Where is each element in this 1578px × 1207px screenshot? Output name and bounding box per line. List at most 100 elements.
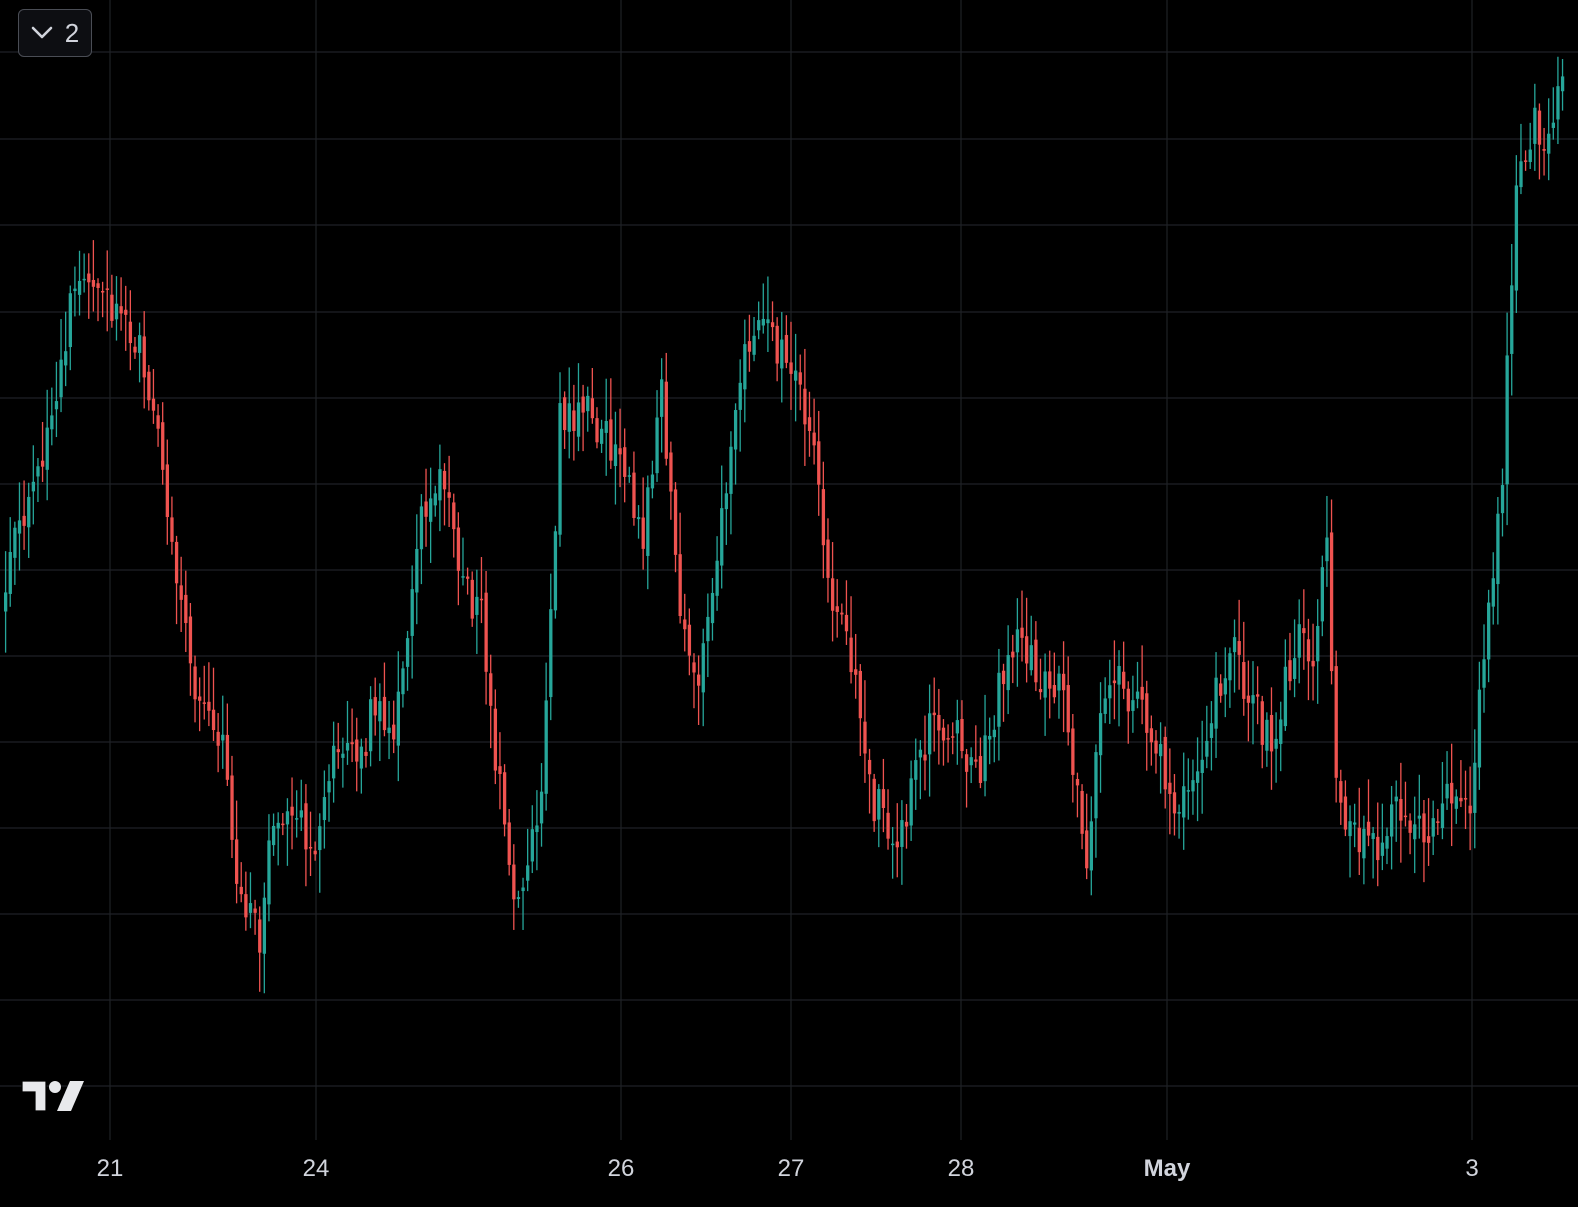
candle[interactable]	[858, 664, 862, 757]
candle[interactable]	[1205, 705, 1209, 769]
candle[interactable]	[1269, 687, 1274, 790]
candle[interactable]	[1311, 623, 1315, 701]
candle[interactable]	[641, 477, 645, 570]
candle[interactable]	[133, 336, 137, 359]
candle[interactable]	[1505, 312, 1509, 526]
candle[interactable]	[900, 800, 904, 885]
candle[interactable]	[632, 451, 636, 526]
candle[interactable]	[96, 278, 100, 322]
candle[interactable]	[951, 722, 955, 755]
candle[interactable]	[558, 372, 562, 547]
candle[interactable]	[1408, 813, 1412, 855]
candle[interactable]	[567, 367, 571, 459]
candle[interactable]	[151, 369, 156, 424]
candle[interactable]	[128, 290, 133, 371]
candle[interactable]	[1528, 122, 1532, 169]
candle[interactable]	[332, 721, 336, 803]
candle[interactable]	[1353, 803, 1357, 848]
candle[interactable]	[1015, 598, 1020, 687]
candle[interactable]	[844, 580, 849, 645]
candle[interactable]	[1112, 640, 1117, 720]
candle[interactable]	[271, 813, 276, 856]
candle[interactable]	[1061, 641, 1066, 733]
candle[interactable]	[553, 525, 558, 619]
candle[interactable]	[516, 890, 521, 908]
candle[interactable]	[442, 463, 447, 526]
candle[interactable]	[1117, 650, 1121, 727]
candle[interactable]	[595, 407, 599, 449]
candle[interactable]	[743, 319, 747, 423]
candle[interactable]	[941, 719, 946, 766]
candle[interactable]	[493, 689, 498, 785]
candle[interactable]	[544, 662, 548, 811]
candle[interactable]	[1302, 589, 1306, 670]
candle[interactable]	[1145, 680, 1149, 771]
candle[interactable]	[1075, 772, 1080, 818]
candle[interactable]	[396, 651, 400, 782]
candle[interactable]	[914, 738, 918, 810]
candle[interactable]	[618, 408, 622, 488]
candle[interactable]	[978, 737, 983, 789]
candle[interactable]	[830, 542, 835, 642]
candle[interactable]	[918, 740, 923, 800]
candle[interactable]	[1357, 787, 1361, 876]
candle[interactable]	[1454, 789, 1458, 824]
candle[interactable]	[198, 677, 202, 732]
candle[interactable]	[235, 800, 239, 904]
candle[interactable]	[1232, 619, 1237, 693]
candle[interactable]	[1473, 729, 1477, 849]
candle[interactable]	[1274, 712, 1278, 783]
candle[interactable]	[447, 455, 451, 528]
candle[interactable]	[77, 250, 82, 316]
candle[interactable]	[466, 567, 470, 595]
candle[interactable]	[1343, 780, 1348, 837]
candle[interactable]	[313, 841, 317, 861]
candle[interactable]	[401, 661, 405, 708]
candle[interactable]	[345, 700, 350, 765]
candle[interactable]	[498, 732, 502, 810]
candle[interactable]	[174, 535, 179, 625]
candle[interactable]	[392, 700, 396, 754]
candle[interactable]	[1403, 781, 1408, 827]
candle[interactable]	[295, 790, 299, 838]
candle[interactable]	[983, 694, 987, 797]
candle[interactable]	[655, 390, 659, 482]
candle[interactable]	[512, 844, 516, 930]
candle[interactable]	[1265, 712, 1269, 767]
candle[interactable]	[1172, 774, 1177, 836]
candle[interactable]	[1288, 632, 1292, 691]
candle[interactable]	[1394, 780, 1398, 842]
candle[interactable]	[207, 662, 211, 727]
candle[interactable]	[419, 494, 424, 585]
candle[interactable]	[318, 813, 322, 893]
candle[interactable]	[456, 512, 461, 606]
candle[interactable]	[798, 354, 802, 411]
candle[interactable]	[1251, 661, 1255, 745]
candle[interactable]	[50, 387, 54, 446]
candle[interactable]	[364, 738, 368, 768]
candle[interactable]	[1399, 762, 1403, 863]
candle[interactable]	[1329, 499, 1334, 685]
candle[interactable]	[82, 253, 86, 293]
candle[interactable]	[1080, 784, 1084, 850]
candle[interactable]	[812, 398, 816, 465]
candle[interactable]	[780, 312, 784, 403]
candle[interactable]	[757, 301, 761, 340]
candle[interactable]	[202, 665, 206, 720]
candle[interactable]	[1417, 774, 1422, 839]
candle[interactable]	[137, 322, 142, 383]
candle[interactable]	[211, 667, 216, 741]
candle[interactable]	[1339, 769, 1343, 825]
candle[interactable]	[1445, 751, 1449, 810]
candle[interactable]	[1362, 815, 1366, 885]
candle[interactable]	[891, 826, 895, 879]
candle[interactable]	[863, 680, 867, 783]
candle[interactable]	[988, 717, 992, 765]
candle[interactable]	[299, 779, 303, 831]
candle[interactable]	[636, 505, 641, 539]
candle[interactable]	[609, 378, 613, 469]
candle[interactable]	[715, 536, 719, 611]
candle[interactable]	[239, 862, 243, 903]
candle[interactable]	[521, 877, 525, 930]
